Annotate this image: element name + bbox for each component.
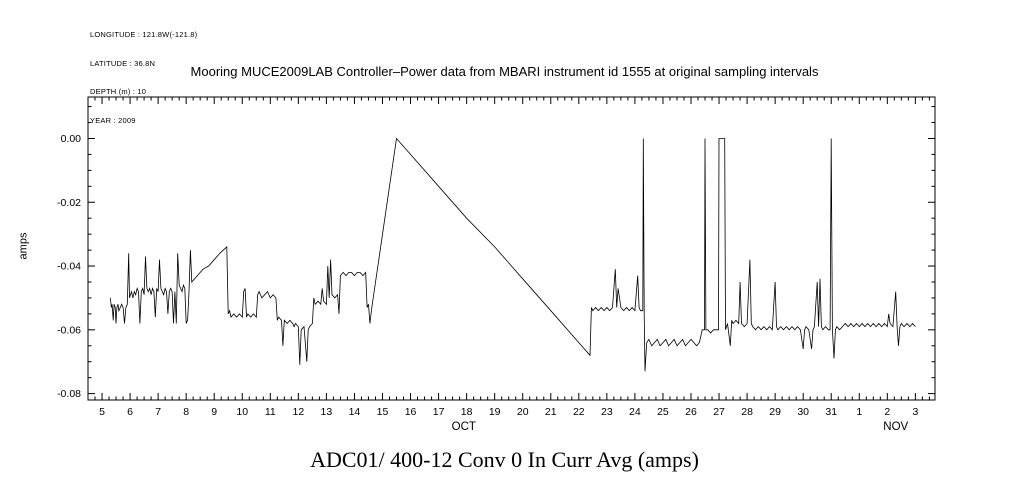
svg-text:29: 29 <box>769 406 781 418</box>
svg-text:26: 26 <box>685 406 697 418</box>
svg-text:31: 31 <box>825 406 837 418</box>
axes <box>87 96 936 401</box>
svg-text:30: 30 <box>797 406 809 418</box>
svg-text:23: 23 <box>601 406 613 418</box>
svg-text:9: 9 <box>211 406 217 418</box>
svg-text:-0.06: -0.06 <box>57 324 81 336</box>
svg-text:10: 10 <box>236 406 248 418</box>
svg-text:14: 14 <box>349 406 361 418</box>
svg-text:3: 3 <box>912 406 918 418</box>
svg-text:16: 16 <box>405 406 417 418</box>
chart-title: Mooring MUCE2009LAB Controller–Power dat… <box>190 64 819 79</box>
svg-text:28: 28 <box>741 406 753 418</box>
svg-text:5: 5 <box>99 406 105 418</box>
svg-text:20: 20 <box>517 406 529 418</box>
svg-text:13: 13 <box>321 406 333 418</box>
depth-label: DEPTH (m) : 10 <box>90 87 147 96</box>
latitude-label: LATITUDE : 36.8N <box>90 58 156 68</box>
svg-text:19: 19 <box>489 406 501 418</box>
axis-tick-labels: 5 6 7 8 9 10 11 12 13 14 15 16 17 18 19 20 21 22 23 24 25 26 2… <box>57 133 918 433</box>
bottom-title: ADC01/ 400-12 Conv 0 In Curr Avg (amps) <box>310 447 699 472</box>
svg-text:2: 2 <box>884 406 890 418</box>
svg-text:17: 17 <box>433 406 445 418</box>
svg-text:18: 18 <box>461 406 473 418</box>
svg-text:21: 21 <box>545 406 557 418</box>
month-label: OCT <box>452 421 476 433</box>
svg-text:25: 25 <box>657 406 669 418</box>
svg-text:1: 1 <box>856 406 862 418</box>
longitude-label: LONGITUDE : 121.8W(-121.8) <box>90 30 198 39</box>
svg-text:0.00: 0.00 <box>61 133 82 145</box>
svg-text:12: 12 <box>293 406 305 418</box>
month-label: NOV <box>883 421 908 433</box>
svg-text:6: 6 <box>127 406 133 418</box>
svg-text:11: 11 <box>265 406 276 418</box>
data-line <box>110 137 916 372</box>
svg-text:7: 7 <box>155 406 161 418</box>
svg-text:8: 8 <box>183 406 189 418</box>
metadata-block: LONGITUDE : 121.8W(-121.8) LATITUDE : 36… <box>90 11 197 144</box>
year-label: YEAR : 2009 <box>90 115 136 125</box>
svg-text:22: 22 <box>573 406 585 418</box>
svg-text:24: 24 <box>629 406 641 418</box>
svg-text:-0.02: -0.02 <box>57 197 81 209</box>
svg-text:-0.08: -0.08 <box>57 388 81 400</box>
svg-text:15: 15 <box>377 406 389 418</box>
svg-text:27: 27 <box>713 406 725 418</box>
svg-text:-0.04: -0.04 <box>57 261 81 273</box>
